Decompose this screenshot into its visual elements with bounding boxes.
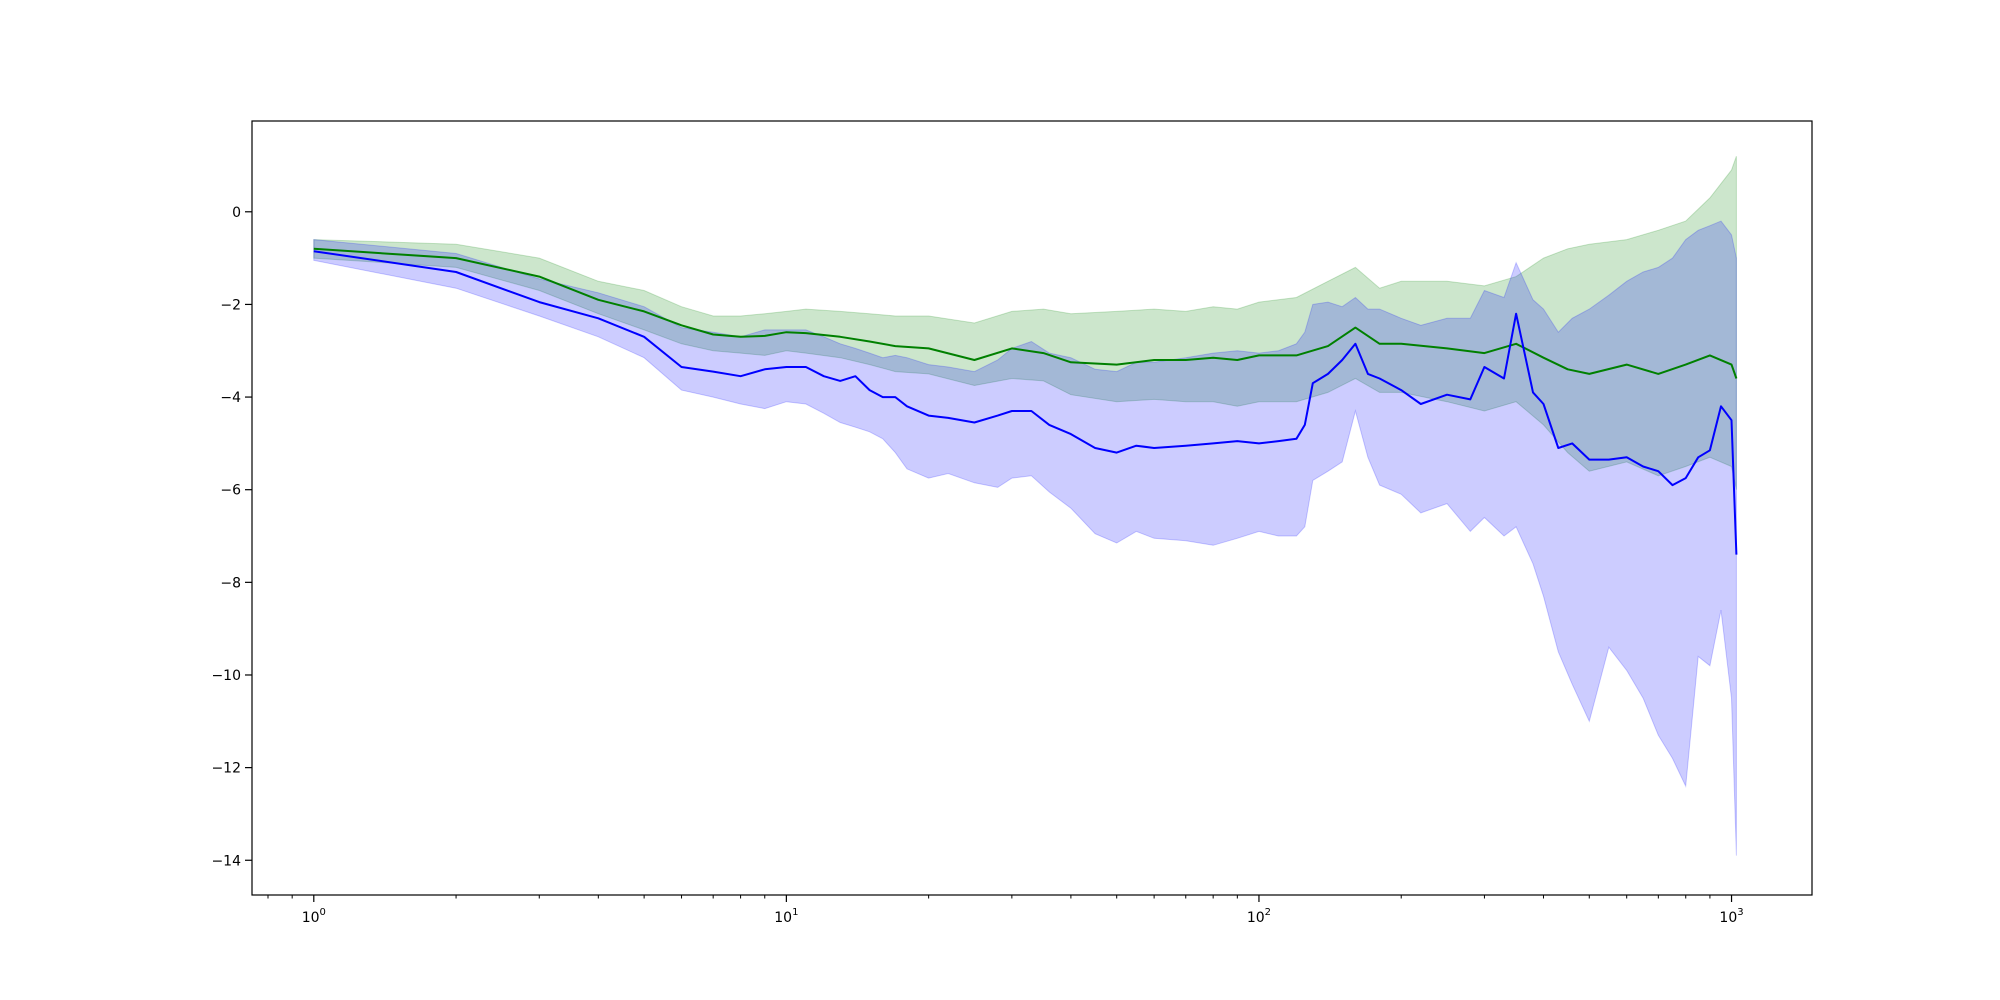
y-tick-label: −6	[220, 483, 241, 499]
y-tick-label: −14	[211, 853, 241, 869]
x-tick-base: 10	[774, 910, 792, 926]
x-tick-label: 102	[1247, 907, 1271, 926]
x-tick-base: 10	[302, 910, 320, 926]
y-tick-label: −10	[211, 668, 241, 684]
x-tick-base: 10	[1719, 910, 1737, 926]
x-tick-exponent: 3	[1737, 907, 1743, 918]
y-axis: 0 −2 −4 −6 −8 −10 −12 −14	[211, 205, 252, 869]
series-1-line	[313, 247, 1738, 379]
x-tick-exponent: 1	[792, 907, 798, 918]
y-tick-label: −2	[220, 297, 241, 313]
x-tick-label: 101	[774, 907, 798, 926]
x-tick-label: 103	[1719, 907, 1743, 926]
series-1-band	[313, 156, 1737, 490]
x-tick-label: 100	[302, 907, 326, 926]
series-2-line	[313, 250, 1738, 555]
y-tick-label: −12	[211, 761, 241, 777]
x-tick-exponent: 2	[1265, 907, 1271, 918]
y-tick-label: −8	[220, 575, 241, 591]
x-tick-base: 10	[1247, 910, 1265, 926]
y-tick-label: −4	[220, 390, 241, 406]
x-axis: 100 101 102 103	[267, 895, 1744, 926]
y-tick-label: 0	[232, 205, 241, 221]
series-lines	[313, 247, 1738, 555]
plot-frame	[251, 120, 1813, 896]
x-tick-exponent: 0	[320, 907, 326, 918]
